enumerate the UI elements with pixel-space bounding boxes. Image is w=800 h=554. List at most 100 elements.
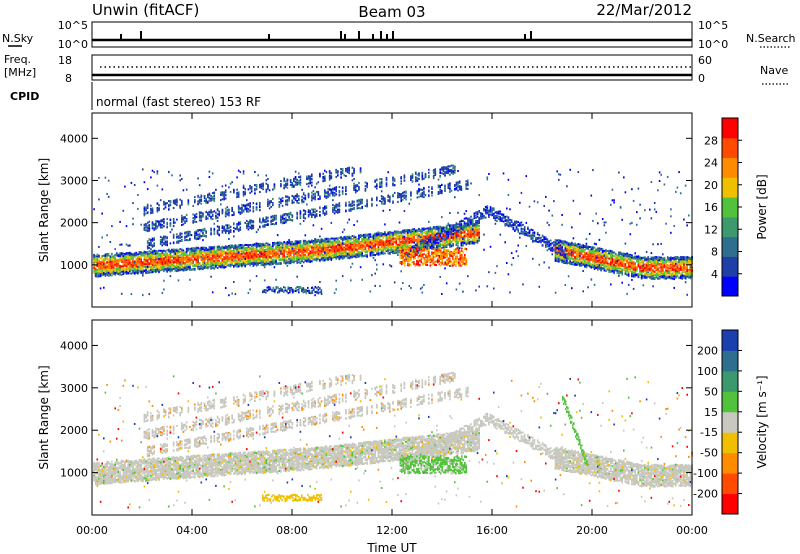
data-pixel: [200, 219, 203, 222]
data-pixel: [289, 181, 292, 184]
data-pixel: [324, 257, 326, 260]
data-pixel: [146, 245, 149, 248]
data-pixel: [281, 250, 284, 253]
data-pixel: [229, 231, 232, 233]
data-pixel: [223, 256, 225, 259]
data-pixel: [228, 248, 230, 250]
data-pixel: [220, 192, 222, 195]
data-pixel: [203, 246, 206, 249]
data-pixel: [132, 257, 134, 260]
data-pixel: [156, 202, 159, 205]
data-pixel: [148, 242, 151, 244]
data-pixel: [143, 260, 146, 262]
data-pixel: [244, 208, 246, 211]
data-pixel: [255, 250, 258, 253]
data-pixel: [304, 257, 307, 259]
data-pixel: [267, 200, 269, 203]
data-pixel: [249, 209, 251, 212]
data-pixel: [107, 266, 110, 269]
data-pixel: [109, 258, 112, 261]
data-pixel: [156, 266, 159, 268]
data-pixel: [252, 244, 255, 247]
data-pixel: [112, 260, 115, 263]
data-pixel: [325, 210, 328, 213]
data-pixel: [116, 254, 118, 256]
data-pixel: [164, 237, 167, 240]
data-pixel: [211, 291, 214, 294]
data-pixel: [304, 213, 307, 215]
data-pixel: [299, 181, 302, 184]
data-pixel: [278, 197, 281, 200]
data-pixel: [210, 227, 212, 230]
data-pixel: [185, 247, 188, 250]
data-pixel: [275, 245, 277, 248]
data-pixel: [311, 191, 313, 194]
data-pixel: [106, 264, 108, 267]
data-pixel: [273, 262, 276, 265]
data-pixel: [130, 252, 133, 255]
data-pixel: [296, 275, 298, 278]
data-pixel: [99, 257, 102, 260]
data-pixel: [262, 246, 264, 249]
data-pixel: [210, 232, 212, 235]
data-pixel: [272, 223, 274, 225]
data-pixel: [159, 235, 162, 238]
data-pixel: [111, 264, 113, 267]
data-pixel: [210, 267, 212, 270]
data-pixel: [197, 233, 199, 236]
data-pixel: [101, 269, 103, 272]
data-pixel: [281, 200, 284, 202]
data-pixel: [148, 266, 151, 269]
data-pixel: [101, 212, 103, 215]
data-pixel: [112, 272, 115, 275]
data-pixel: [223, 229, 225, 232]
data-pixel: [161, 267, 164, 270]
data-pixel: [296, 259, 298, 262]
data-pixel: [127, 252, 129, 255]
data-pixel: [301, 249, 303, 252]
data-pixel: [299, 254, 302, 257]
data-pixel: [190, 256, 193, 259]
data-pixel: [164, 202, 167, 205]
data-pixel: [216, 252, 219, 255]
data-pixel: [194, 267, 196, 270]
noise-spikes: [120, 31, 532, 40]
data-pixel: [211, 257, 214, 260]
data-pixel: [278, 253, 281, 256]
data-pixel: [272, 250, 274, 253]
data-pixel: [155, 262, 157, 265]
data-pixel: [200, 246, 203, 249]
data-pixel: [215, 264, 217, 267]
data-pixel: [307, 185, 310, 188]
data-pixel: [286, 179, 289, 182]
data-pixel: [163, 207, 165, 210]
data-pixel: [145, 228, 147, 231]
data-pixel: [104, 264, 107, 267]
data-pixel: [250, 190, 253, 193]
data-pixel: [194, 200, 196, 203]
data-pixel: [285, 250, 287, 253]
data-pixel: [311, 250, 313, 253]
data-pixel: [286, 213, 289, 216]
data-pixel: [198, 253, 201, 256]
data-pixel: [177, 279, 180, 282]
data-pixel: [172, 248, 175, 251]
data-pixel: [324, 251, 326, 254]
data-pixel: [190, 234, 193, 237]
data-pixel: [133, 267, 136, 270]
data-pixel: [220, 250, 222, 253]
data-pixel: [267, 220, 269, 222]
data-pixel: [317, 246, 320, 249]
data-pixel: [302, 242, 305, 245]
data-pixel: [168, 200, 170, 202]
cpid-value: normal (fast stereo) 153 RF: [96, 95, 261, 109]
data-pixel: [99, 287, 102, 290]
data-pixel: [205, 235, 207, 238]
data-pixel: [224, 261, 227, 264]
data-pixel: [174, 255, 177, 258]
data-pixel: [229, 190, 232, 193]
data-pixel: [119, 264, 121, 267]
data-pixel: [135, 258, 138, 261]
data-pixel: [263, 219, 266, 222]
data-pixel: [176, 267, 178, 269]
